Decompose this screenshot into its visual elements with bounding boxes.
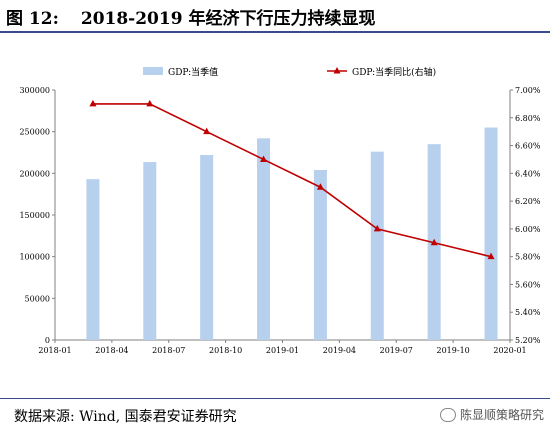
line-point (89, 99, 97, 107)
right-tick-label: 5.60% (515, 280, 541, 289)
bar (86, 179, 100, 340)
right-tick-label: 5.20% (515, 336, 541, 345)
left-tick-label: 250000 (19, 128, 50, 137)
right-tick-label: 6.00% (515, 225, 541, 234)
left-tick-label: 200000 (19, 169, 50, 178)
line-point (430, 238, 438, 246)
x-tick-label: 2019-07 (380, 346, 413, 355)
figure-label: 图 12: (6, 9, 59, 29)
x-tick-label: 2019-01 (266, 346, 299, 355)
legend-line-label: GDP:当季同比(右轴) (352, 66, 436, 78)
x-tick-label: 2018-07 (152, 346, 185, 355)
watermark: 陈显顺策略研究 (439, 406, 544, 423)
x-tick-label: 2018-01 (38, 346, 71, 355)
bar (370, 151, 384, 340)
line-point (146, 99, 154, 107)
figure-title-text: 2018-2019 年经济下行压力持续显现 (80, 9, 376, 29)
gdp-chart: 0 50000 100000 150000 200000 250000 300000 5.20… (19, 66, 541, 355)
bar (484, 127, 498, 340)
line-point (260, 155, 268, 162)
figure-title: 图 12: 2018-2019 年经济下行压力持续显现 (6, 4, 375, 29)
bar (257, 138, 271, 340)
right-tick-label: 7.00% (515, 86, 541, 95)
x-tick-label: 2018-04 (95, 346, 128, 355)
left-tick-label: 150000 (19, 211, 50, 220)
right-tick-label: 6.20% (515, 197, 541, 206)
wechat-icon (439, 407, 456, 422)
x-tick-label: 2018-10 (209, 346, 242, 355)
x-tick-label: 2020-01 (493, 346, 526, 355)
line-point (373, 224, 381, 232)
legend-line-marker (333, 67, 341, 74)
left-tick-label: 300000 (19, 86, 50, 95)
x-tick-label: 2019-04 (323, 346, 356, 355)
bar (143, 162, 157, 340)
line-point (203, 127, 211, 135)
right-tick-label: 6.80% (515, 114, 541, 123)
bar (200, 155, 214, 340)
x-tick-label: 2019-10 (437, 346, 470, 355)
yoy-line (92, 103, 492, 258)
bar (313, 170, 327, 340)
legend-bar-label: GDP:当季值 (168, 66, 218, 78)
legend-bar-swatch (143, 67, 163, 75)
right-tick-label: 6.40% (515, 169, 541, 178)
watermark-text: 陈显顺策略研究 (459, 408, 544, 422)
right-tick-label: 6.60% (515, 142, 541, 151)
source-note: 数据来源: Wind, 国泰君安证券研究 (14, 409, 237, 425)
footer-rule (0, 398, 550, 399)
right-tick-label: 5.80% (515, 253, 541, 262)
left-tick-label: 100000 (19, 253, 50, 262)
line-point (316, 183, 324, 190)
right-tick-label: 5.40% (515, 308, 541, 317)
line-point (487, 252, 495, 260)
left-tick-label: 50000 (25, 294, 50, 303)
left-tick-label: 0 (45, 336, 50, 345)
title-rule (0, 31, 550, 33)
